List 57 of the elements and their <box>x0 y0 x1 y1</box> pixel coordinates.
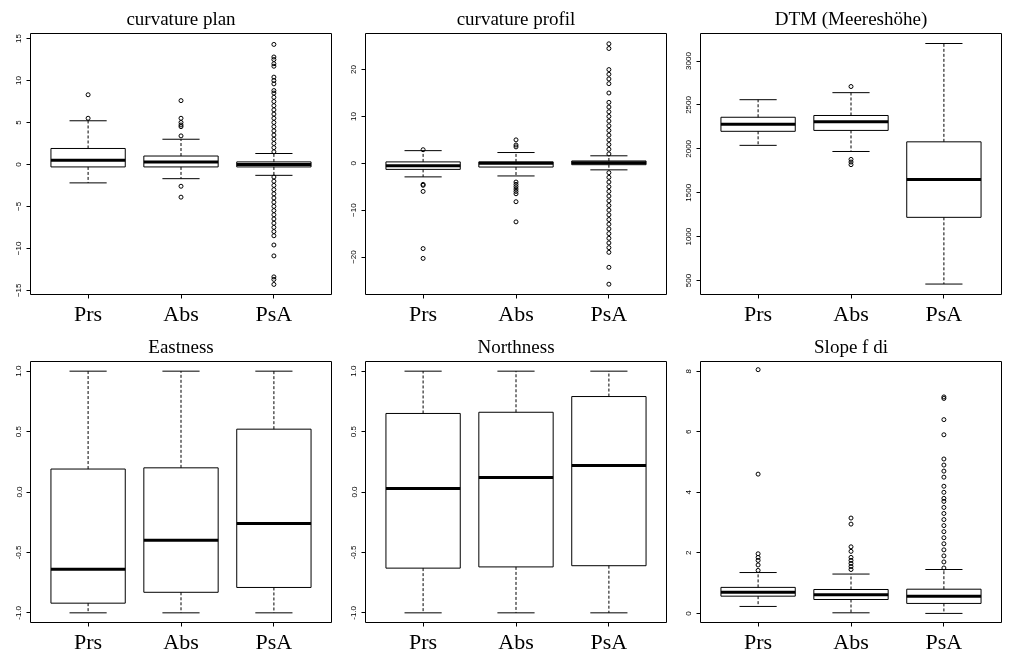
chart-title: curvature profil <box>456 7 576 29</box>
x-tick-label: Prs <box>409 300 438 326</box>
y-tick-label: 0.5 <box>349 425 359 438</box>
chart-title: Northness <box>477 335 555 357</box>
x-tick-label: Abs <box>498 300 534 326</box>
chart-title: Slope f di <box>814 335 888 357</box>
x-tick-label: PsA <box>925 300 963 326</box>
x-tick-label: Abs <box>498 628 534 654</box>
y-tick-label: 2 <box>684 550 694 556</box>
y-tick-label: 0.0 <box>349 485 359 498</box>
x-tick-label: Abs <box>163 628 199 654</box>
y-tick-label: -0.5 <box>14 544 24 560</box>
y-tick-label: 3000 <box>684 51 694 70</box>
y-tick-label: 0 <box>349 160 359 166</box>
x-tick-label: Abs <box>163 300 199 326</box>
y-tick-label: 20 <box>349 64 359 75</box>
y-tick-label: 0 <box>684 610 694 616</box>
y-tick-label: 0.0 <box>14 485 24 498</box>
y-tick-label: −15 <box>14 282 24 298</box>
x-tick-label: PsA <box>590 628 628 654</box>
x-tick-label: PsA <box>255 300 293 326</box>
y-tick-label: 5 <box>14 119 24 125</box>
y-tick-label: -0.5 <box>349 544 359 560</box>
x-tick-label: PsA <box>925 628 963 654</box>
y-tick-label: 1.0 <box>14 365 24 377</box>
chart-title: Eastness <box>148 335 214 357</box>
y-tick-label: 500 <box>684 273 694 288</box>
y-tick-label: 0 <box>14 161 24 167</box>
x-tick-label: PsA <box>255 628 293 654</box>
y-tick-label: 4 <box>684 489 694 495</box>
y-tick-label: -1.0 <box>14 605 24 620</box>
y-tick-label: 10 <box>349 111 359 121</box>
x-tick-label: Prs <box>74 300 103 326</box>
x-tick-label: Abs <box>833 300 869 326</box>
y-tick-label: −10 <box>14 241 24 256</box>
y-tick-label: 1000 <box>684 227 694 246</box>
y-tick-label: 2500 <box>684 95 694 114</box>
y-tick-label: 1500 <box>684 183 694 202</box>
y-tick-label: −20 <box>349 249 359 264</box>
chart-title: curvature plan <box>126 7 237 29</box>
y-tick-label: 6 <box>684 428 694 434</box>
x-tick-label: Prs <box>744 628 773 654</box>
x-tick-label: PsA <box>590 300 628 326</box>
y-tick-label: −5 <box>14 201 24 211</box>
y-tick-label: 15 <box>14 33 24 43</box>
y-tick-label: 2000 <box>684 139 694 158</box>
y-tick-label: 8 <box>684 368 694 374</box>
x-tick-label: Prs <box>74 628 103 654</box>
x-tick-label: Prs <box>409 628 438 654</box>
x-tick-label: Prs <box>744 300 773 326</box>
y-tick-label: 10 <box>14 75 24 85</box>
y-tick-label: 1.0 <box>349 365 359 377</box>
y-tick-label: 0.5 <box>14 425 24 438</box>
x-tick-label: Abs <box>833 628 869 654</box>
chart-title: DTM (Meereshöhe) <box>774 7 928 30</box>
y-tick-label: −10 <box>349 202 359 217</box>
y-tick-label: -1.0 <box>349 605 359 620</box>
